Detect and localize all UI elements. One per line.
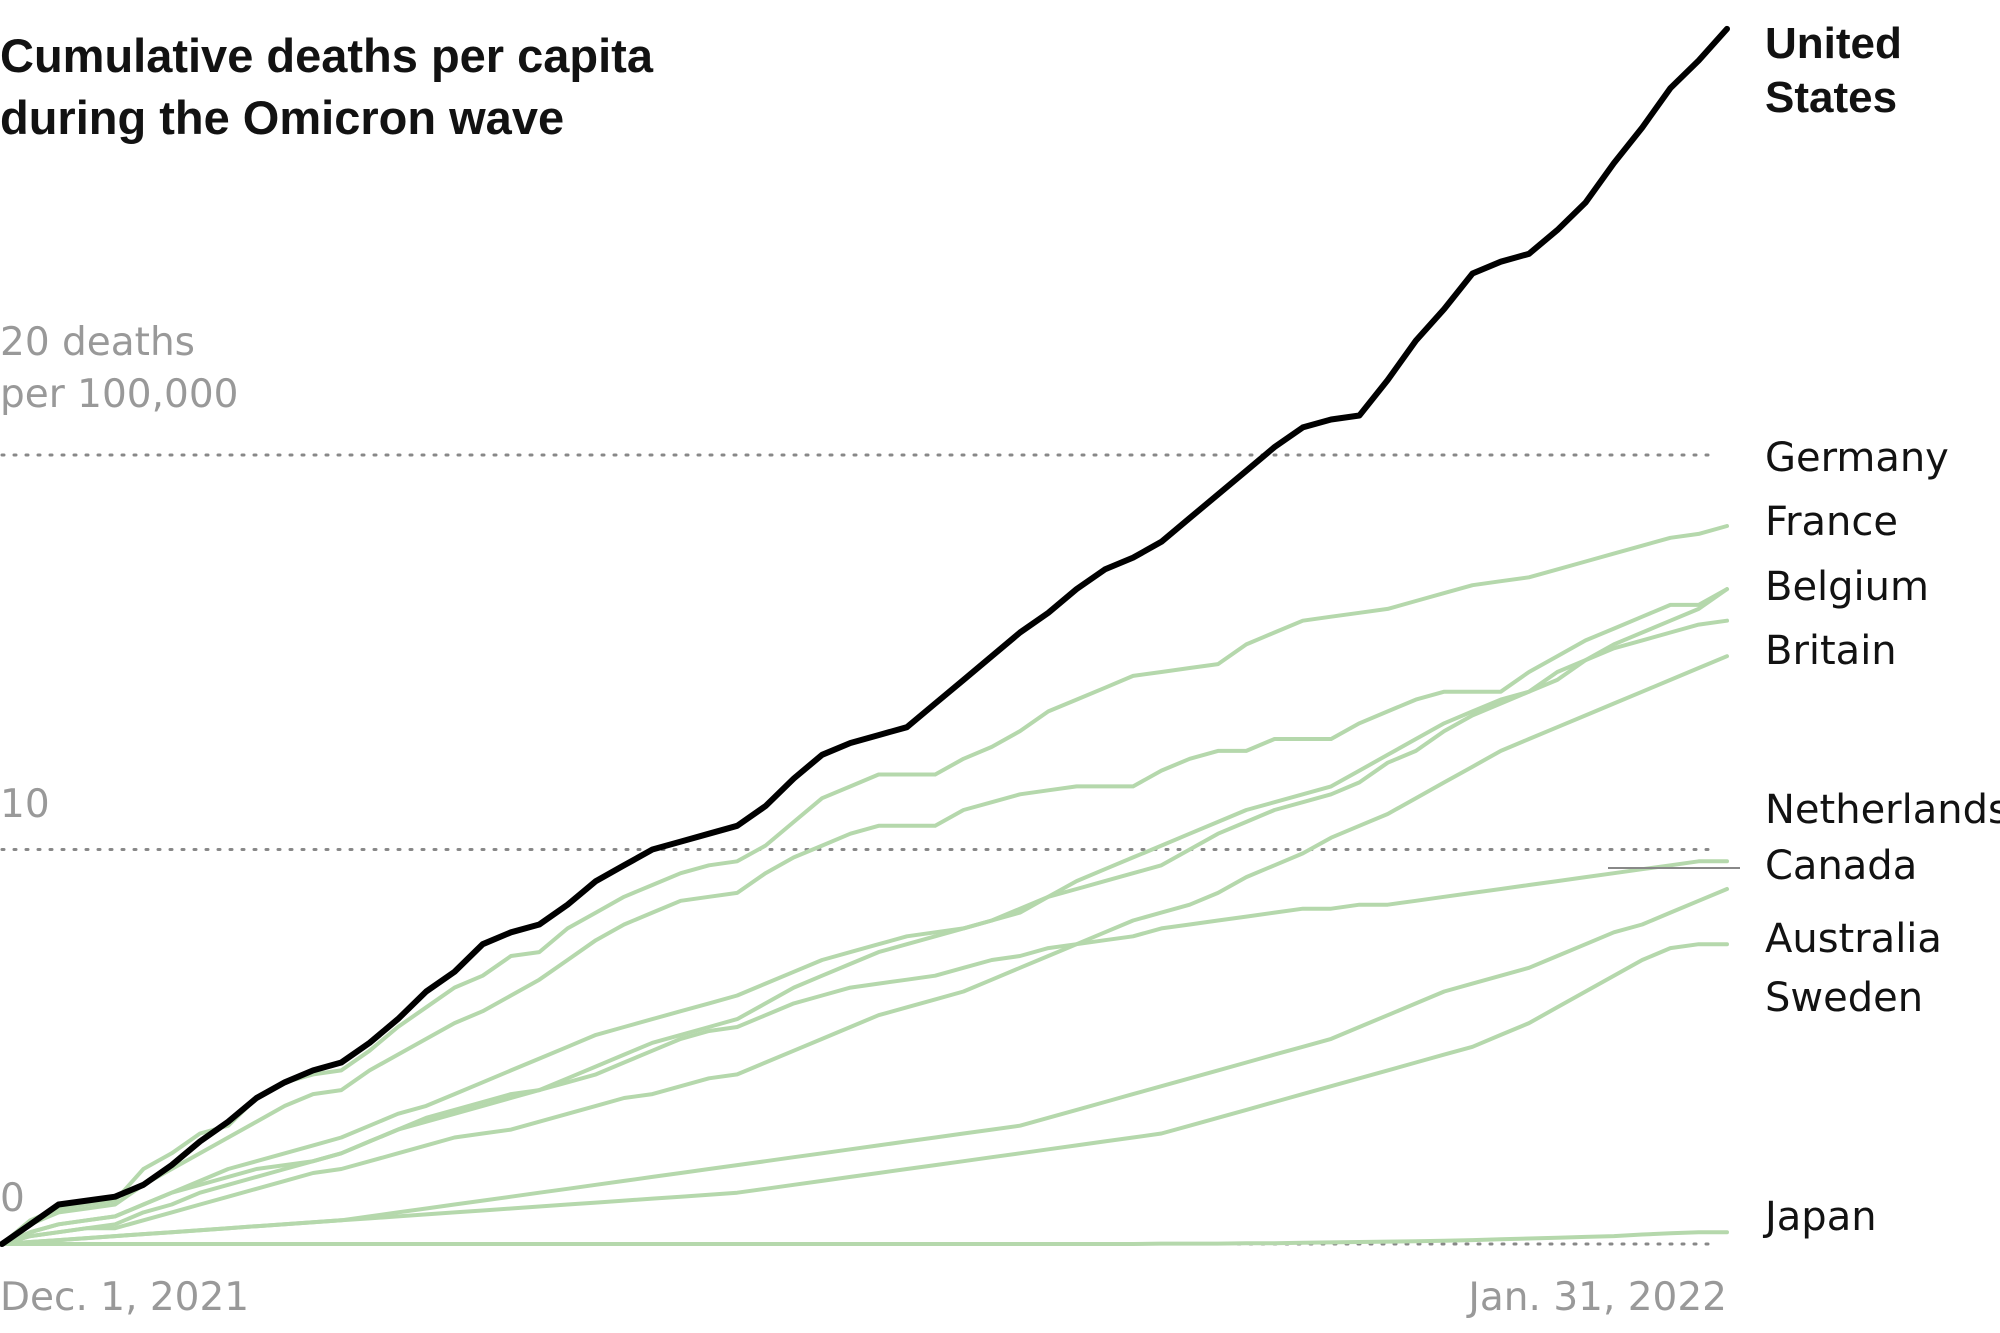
x-tick-label-end: Jan. 31, 2022	[1465, 1275, 1727, 1320]
chart-title: Cumulative deaths per capita during the …	[0, 29, 654, 144]
y-tick-label-0: 0	[0, 1176, 25, 1221]
series-line-belgium	[0, 587, 1729, 1246]
y-axis-labels: 20 deaths per 100,000 10 0	[0, 320, 238, 1221]
gridlines	[0, 453, 1717, 1246]
series-line-britain	[0, 618, 1729, 1246]
series-line-canada	[0, 654, 1729, 1246]
chart-title-line-2: during the Omicron wave	[0, 91, 564, 144]
series-label-britain: Britain	[1765, 628, 1897, 674]
series-line-japan	[0, 1230, 1729, 1246]
series-line-france	[0, 587, 1729, 1246]
y-tick-label-20-line-1: 20 deaths	[0, 320, 195, 365]
x-axis-labels: Dec. 1, 2021 Jan. 31, 2022	[0, 1275, 1727, 1320]
series-labels: United States Germany France Belgium Bri…	[1762, 19, 2000, 1240]
chart-title-line-1: Cumulative deaths per capita	[0, 29, 654, 82]
series-lines	[0, 25, 1730, 1247]
series-label-netherlands: Netherlands	[1765, 787, 2000, 833]
series-line-germany	[0, 524, 1729, 1246]
series-label-australia: Australia	[1765, 916, 1942, 962]
series-line-united-states	[0, 25, 1730, 1247]
series-line-netherlands	[0, 859, 1729, 1246]
series-label-canada: Canada	[1765, 843, 1917, 889]
series-label-belgium: Belgium	[1765, 564, 1929, 610]
series-label-france: France	[1765, 499, 1898, 545]
series-label-united-states-line-1: United	[1765, 19, 1902, 68]
series-label-sweden: Sweden	[1765, 975, 1923, 1021]
y-tick-label-10: 10	[0, 782, 50, 827]
series-label-japan: Japan	[1762, 1194, 1877, 1240]
x-tick-label-start: Dec. 1, 2021	[0, 1275, 249, 1320]
series-line-australia	[0, 887, 1729, 1246]
series-label-united-states-line-2: States	[1765, 73, 1897, 122]
y-tick-label-20-line-2: per 100,000	[0, 372, 238, 417]
series-line-sweden	[0, 942, 1729, 1246]
series-label-germany: Germany	[1765, 435, 1949, 481]
